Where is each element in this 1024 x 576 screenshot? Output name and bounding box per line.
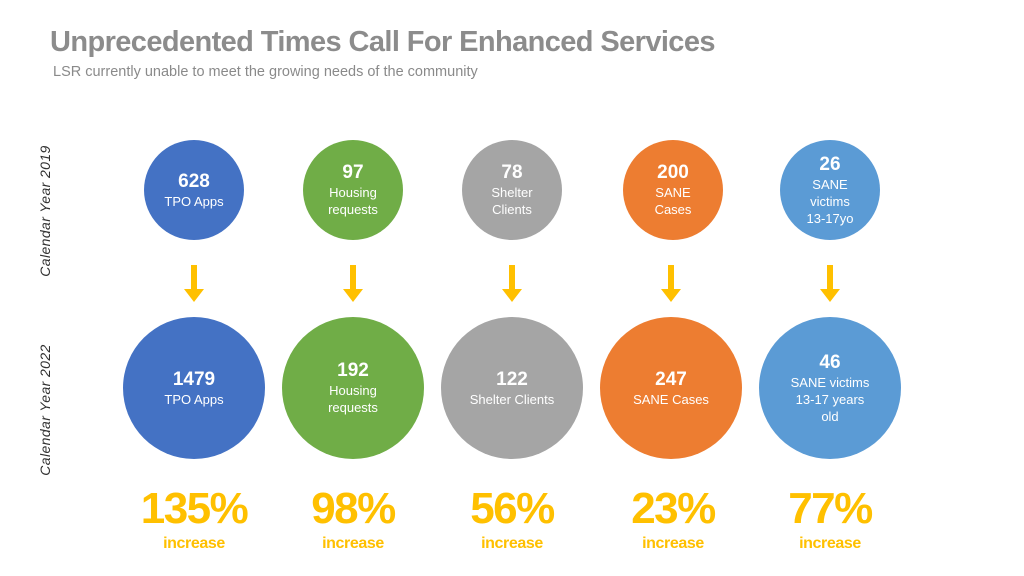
value-2022-tpo-apps: 1479 <box>172 368 216 390</box>
percent-sane-victims: 77% <box>788 484 873 533</box>
value-2022-housing: 192 <box>337 360 369 381</box>
down-arrow-icon <box>661 265 681 302</box>
value-2022-sane-cases: 247 <box>655 368 687 390</box>
value-2022-sane-victims: 46 <box>819 351 841 373</box>
value-2019-shelter: 78 <box>501 162 523 183</box>
down-arrow-icon <box>343 265 363 302</box>
label-2019-sane-cases: SANE Cases <box>654 185 692 217</box>
row-label-2022: Calendar Year 2022 <box>37 344 53 476</box>
value-2022-shelter: 122 <box>496 368 528 390</box>
circle-2022-housing: 192 Housing requests <box>282 317 424 459</box>
increase-label-sane-victims: increase <box>799 535 861 552</box>
circle-2022-shelter: 122 Shelter Clients <box>441 317 583 459</box>
value-2019-sane-cases: 200 <box>657 162 689 183</box>
circle-2022-sane-cases: 247 SANE Cases <box>600 317 742 459</box>
label-2022-shelter: Shelter Clients <box>469 391 555 407</box>
circle-2022-tpo-apps: 1479 TPO Apps <box>123 317 265 459</box>
label-2019-sane-victims: SANE victims 13-17yo <box>806 176 854 226</box>
percent-sane-cases: 23% <box>631 484 716 533</box>
increase-label-shelter: increase <box>481 535 543 552</box>
percent-housing: 98% <box>311 484 396 533</box>
percent-tpo-apps: 135% <box>140 484 249 533</box>
circle-2019-shelter: 78 Shelter Clients <box>462 140 562 240</box>
label-2022-housing: Housing requests <box>328 383 378 415</box>
circle-2019-sane-cases: 200 SANE Cases <box>623 140 723 240</box>
circle-2019-sane-victims: 26 SANE victims 13-17yo <box>780 140 880 240</box>
circle-2022-sane-victims: 46 SANE victims 13-17 years old <box>759 317 901 459</box>
label-2022-sane-cases: SANE Cases <box>633 391 709 407</box>
value-2019-housing: 97 <box>342 162 364 183</box>
page-subtitle: LSR currently unable to meet the growing… <box>53 64 478 80</box>
label-2022-sane-victims: SANE victims 13-17 years old <box>790 374 870 424</box>
increase-label-sane-cases: increase <box>642 535 704 552</box>
down-arrow-icon <box>820 265 840 302</box>
row-label-2019: Calendar Year 2019 <box>37 145 53 277</box>
increase-label-housing: increase <box>322 535 384 552</box>
label-2022-tpo-apps: TPO Apps <box>164 391 224 407</box>
page-title: Unprecedented Times Call For Enhanced Se… <box>50 26 715 58</box>
percent-shelter: 56% <box>470 484 555 533</box>
down-arrow-icon <box>184 265 204 302</box>
label-2019-shelter: Shelter Clients <box>491 185 533 217</box>
down-arrow-icon <box>502 265 522 302</box>
increase-label-tpo-apps: increase <box>163 535 225 552</box>
label-2019-tpo-apps: TPO Apps <box>164 193 224 209</box>
value-2019-tpo-apps: 628 <box>178 170 210 192</box>
circle-2019-tpo-apps: 628 TPO Apps <box>144 140 244 240</box>
circle-2019-housing: 97 Housing requests <box>303 140 403 240</box>
label-2019-housing: Housing requests <box>328 185 378 217</box>
value-2019-sane-victims: 26 <box>819 153 841 175</box>
